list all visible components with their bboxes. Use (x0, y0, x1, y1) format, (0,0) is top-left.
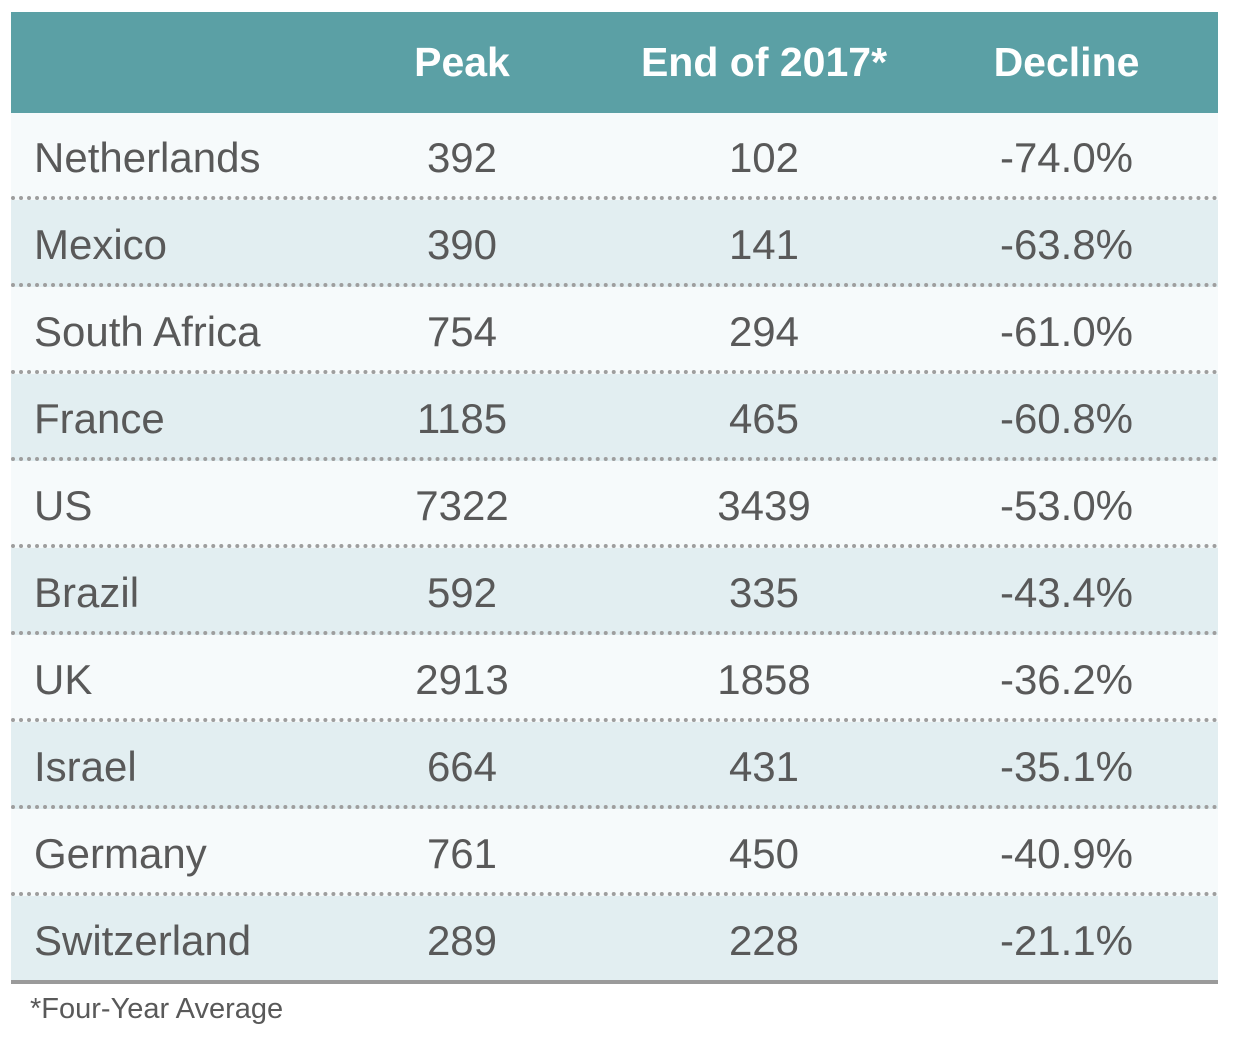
header-decline: Decline (993, 39, 1140, 85)
peak-cell: 754 (426, 307, 498, 355)
data-table: Peak End of 2017* Decline Netherlands 39… (11, 12, 1218, 984)
end-2017-cell: 141 (728, 220, 800, 268)
table-row: South Africa 754 294 -61.0% (11, 287, 1218, 374)
peak-cell: 592 (426, 568, 498, 616)
country-cell: US (34, 481, 93, 529)
table-row: Switzerland 289 228 -21.1% (11, 896, 1218, 984)
table-row: Mexico 390 141 -63.8% (11, 200, 1218, 287)
decline-cell: -61.0% (999, 307, 1134, 355)
peak-cell: 392 (426, 133, 498, 181)
country-cell: Netherlands (34, 133, 261, 181)
peak-cell: 1185 (416, 394, 508, 442)
country-cell: Mexico (34, 220, 168, 268)
decline-cell: -21.1% (999, 917, 1134, 964)
table-row: France 1185 465 -60.8% (11, 374, 1218, 461)
decline-cell: -53.0% (999, 481, 1134, 529)
end-2017-cell: 335 (728, 568, 800, 616)
peak-cell: 664 (426, 742, 498, 790)
table-row: Netherlands 392 102 -74.0% (11, 113, 1218, 200)
table-header-row: Peak End of 2017* Decline (11, 12, 1218, 113)
peak-cell: 2913 (415, 655, 509, 703)
end-2017-cell: 228 (728, 917, 800, 964)
table-row: US 7322 3439 -53.0% (11, 461, 1218, 548)
country-cell: France (34, 394, 165, 442)
peak-cell: 289 (426, 917, 498, 964)
header-peak: Peak (414, 39, 510, 85)
footnote: *Four-Year Average (30, 993, 284, 1025)
country-cell: Israel (34, 742, 137, 790)
end-2017-cell: 102 (728, 133, 800, 181)
end-2017-cell: 431 (728, 742, 800, 790)
end-2017-cell: 294 (728, 307, 800, 355)
decline-cell: -40.9% (999, 829, 1134, 877)
peak-cell: 761 (426, 829, 498, 877)
table-row: UK 2913 1858 -36.2% (11, 635, 1218, 722)
decline-cell: -60.8% (999, 394, 1134, 442)
decline-cell: -43.4% (999, 568, 1134, 616)
peak-cell: 390 (426, 220, 498, 268)
end-2017-cell: 465 (728, 394, 800, 442)
country-cell: South Africa (34, 307, 261, 355)
country-cell: Germany (34, 829, 207, 877)
country-cell: Brazil (34, 568, 140, 616)
country-cell: Switzerland (34, 917, 252, 964)
country-cell: UK (34, 655, 93, 703)
table-row: Germany 761 450 -40.9% (11, 809, 1218, 896)
header-end-of-2017: End of 2017* (640, 39, 888, 85)
end-2017-cell: 1858 (717, 655, 811, 703)
table-row: Brazil 592 335 -43.4% (11, 548, 1218, 635)
end-2017-cell: 3439 (717, 481, 811, 529)
decline-cell: -74.0% (999, 133, 1134, 181)
end-2017-cell: 450 (728, 829, 800, 877)
peak-cell: 7322 (415, 481, 509, 529)
decline-cell: -35.1% (999, 742, 1134, 790)
decline-cell: -63.8% (999, 220, 1134, 268)
table-row: Israel 664 431 -35.1% (11, 722, 1218, 809)
decline-cell: -36.2% (999, 655, 1134, 703)
